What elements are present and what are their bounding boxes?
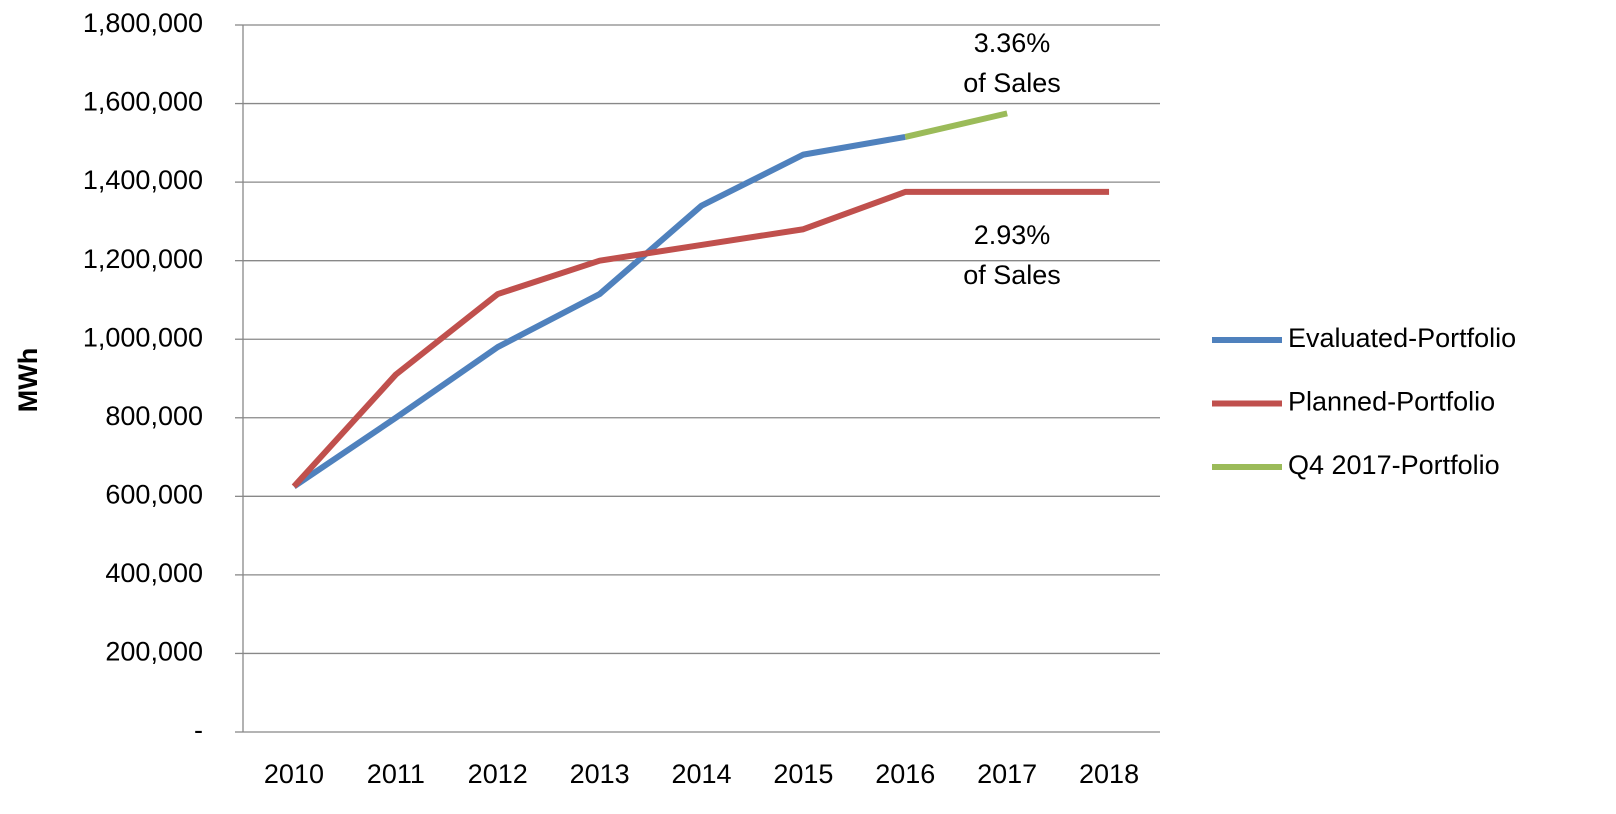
y-tick-label: 800,000 xyxy=(105,401,203,431)
x-tick-label: 2015 xyxy=(773,759,833,789)
series-line xyxy=(291,188,1110,489)
x-tick-label: 2012 xyxy=(468,759,528,789)
y-axis-label: MWh xyxy=(13,348,43,412)
y-tick-label: - xyxy=(194,715,203,745)
y-tick-label: 1,600,000 xyxy=(83,87,203,117)
x-tick-label: 2018 xyxy=(1079,759,1139,789)
y-tick-label: 200,000 xyxy=(105,637,203,667)
y-tick-label: 1,800,000 xyxy=(83,8,203,38)
y-tick-label: 400,000 xyxy=(105,558,203,588)
annotation: 3.36% xyxy=(974,28,1051,58)
x-tick-label: 2010 xyxy=(264,759,324,789)
x-tick-label: 2017 xyxy=(977,759,1037,789)
series-line xyxy=(904,110,1008,140)
legend-label: Q4 2017-Portfolio xyxy=(1288,450,1500,480)
legend-label: Evaluated-Portfolio xyxy=(1288,323,1516,353)
y-tick-label: 1,400,000 xyxy=(83,165,203,195)
legend-label: Planned-Portfolio xyxy=(1288,387,1495,417)
annotation: of Sales xyxy=(963,260,1061,290)
x-tick-label: 2011 xyxy=(367,759,425,789)
x-tick-label: 2013 xyxy=(570,759,630,789)
y-tick-label: 1,000,000 xyxy=(83,322,203,352)
annotation: 2.93% xyxy=(974,220,1051,250)
annotation: of Sales xyxy=(963,68,1061,98)
x-tick-label: 2016 xyxy=(875,759,935,789)
y-tick-label: 1,200,000 xyxy=(83,244,203,274)
series-line xyxy=(292,133,906,490)
x-tick-label: 2014 xyxy=(671,759,731,789)
y-tick-label: 600,000 xyxy=(105,479,203,509)
